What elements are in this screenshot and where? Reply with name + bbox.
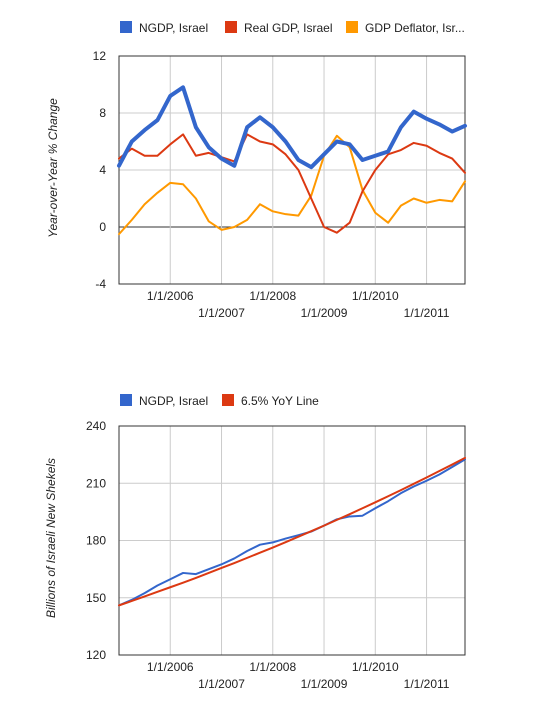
y-tick-label: 8	[99, 106, 106, 120]
x-tick-label: 1/1/2009	[301, 677, 348, 691]
x-tick-label: 1/1/2007	[198, 306, 245, 320]
legend-swatch	[346, 21, 358, 33]
x-tick-label: 1/1/2006	[147, 660, 194, 674]
legend-item[interactable]: GDP Deflator, Isr...	[346, 21, 465, 35]
x-tick-label: 1/1/2007	[198, 677, 245, 691]
y-tick-label: 240	[86, 419, 106, 433]
plot-area: 12 8 4 0 -4 1/1/2006 1/1/2007 1/1/2008 1/1/2009 1…	[93, 49, 467, 320]
series-line-gdp-deflator-isr	[118, 134, 466, 236]
legend-label: NGDP, Israel	[139, 394, 208, 408]
x-tick-label: 1/1/2011	[404, 306, 450, 320]
x-tick-label: 1/1/2008	[249, 660, 296, 674]
legend-label: 6.5% YoY Line	[241, 394, 319, 408]
legend: NGDP, Israel Real GDP, Israel GDP Deflat…	[120, 21, 465, 35]
y-tick-label: 210	[86, 476, 106, 490]
y-tick-label: 180	[86, 534, 106, 548]
plot-area: 240 210 180 150 120 1/1/2006 1/1/2007 1/1/2008 1…	[86, 419, 466, 691]
legend: NGDP, Israel 6.5% YoY Line	[120, 394, 319, 408]
legend-swatch	[225, 21, 237, 33]
y-axis-title: Year-over-Year % Change	[46, 98, 60, 238]
legend-item[interactable]: 6.5% YoY Line	[222, 394, 319, 408]
series-line-real-gdp-israel	[118, 133, 466, 234]
ngdp-level-chart: NGDP, Israel 6.5% YoY Line Billions of I…	[44, 394, 466, 691]
y-tick-label: 150	[86, 591, 106, 605]
x-tick-label: 1/1/2008	[249, 289, 296, 303]
legend-item[interactable]: Real GDP, Israel	[225, 21, 332, 35]
legend-label: GDP Deflator, Isr...	[365, 21, 465, 35]
legend-item[interactable]: NGDP, Israel	[120, 394, 208, 408]
x-tick-label: 1/1/2010	[352, 289, 399, 303]
x-tick-label: 1/1/2006	[147, 289, 194, 303]
plot-frame	[118, 55, 466, 285]
series-line-6-5-yoy-line	[118, 456, 466, 607]
legend-label: NGDP, Israel	[139, 21, 208, 35]
x-tick-label: 1/1/2010	[352, 660, 399, 674]
yoy-chart: NGDP, Israel Real GDP, Israel GDP Deflat…	[46, 21, 467, 320]
legend-swatch	[222, 394, 234, 406]
legend-label: Real GDP, Israel	[244, 21, 332, 35]
legend-swatch	[120, 21, 132, 33]
y-tick-label: 12	[93, 49, 107, 63]
x-tick-label: 1/1/2011	[404, 677, 450, 691]
y-tick-label: 120	[86, 648, 106, 662]
series-line-ngdp-israel	[117, 85, 467, 170]
legend-item[interactable]: NGDP, Israel	[120, 21, 208, 35]
x-tick-label: 1/1/2009	[301, 306, 348, 320]
y-tick-label: -4	[95, 277, 106, 291]
y-tick-label: 0	[99, 220, 106, 234]
y-tick-label: 4	[99, 163, 106, 177]
plot-frame	[118, 425, 466, 656]
y-axis-title: Billions of Israeli New Shekels	[44, 458, 58, 618]
series-line-ngdp-israel	[118, 458, 466, 607]
legend-swatch	[120, 394, 132, 406]
